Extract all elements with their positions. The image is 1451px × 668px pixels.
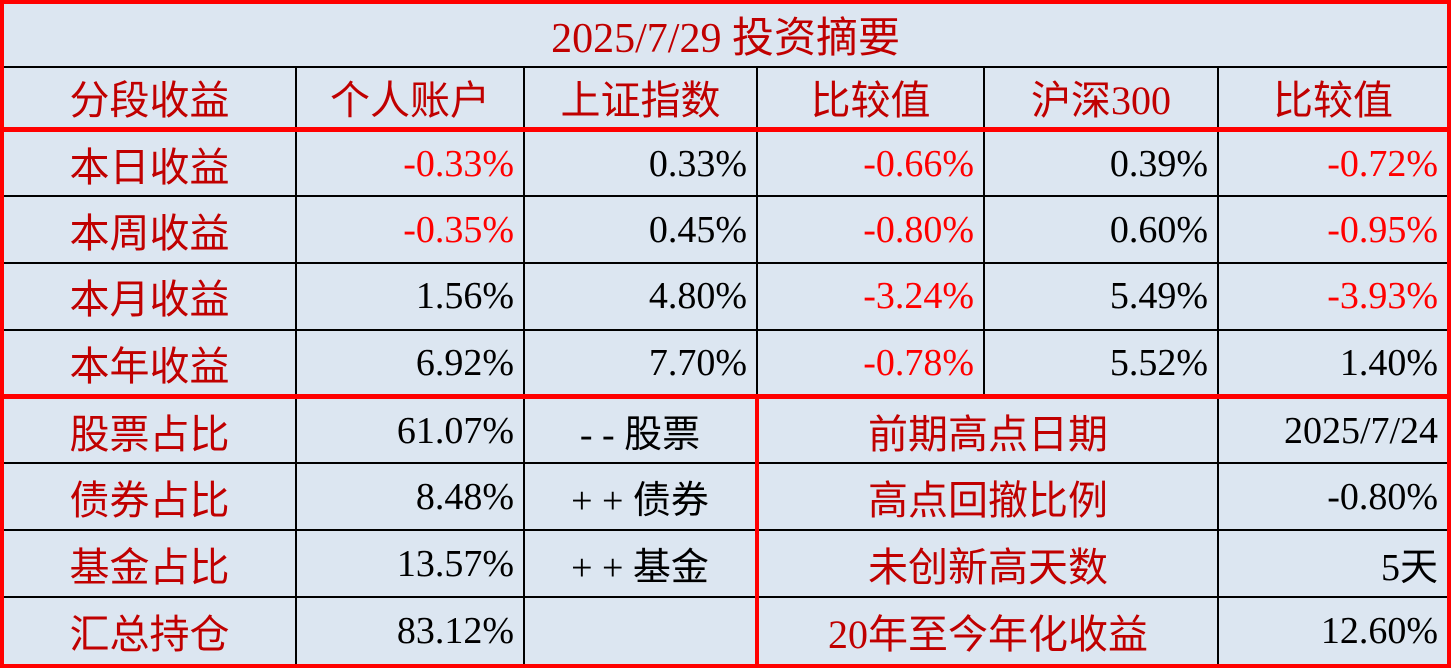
header-comparison-sse: 比较值 <box>756 65 985 132</box>
row-week-return: 本周收益 -0.35% 0.45% -0.80% 0.60% -0.95% <box>4 195 1448 265</box>
personal-value-cell: -0.33% <box>295 128 525 198</box>
sse-value-cell: 0.33% <box>523 128 758 198</box>
investment-summary-table: 2025/7/29 投资摘要 分段收益 个人账户 上证指数 比较值 沪深300 … <box>4 4 1448 664</box>
header-csi300: 沪深300 <box>983 65 1219 132</box>
row-label: 债券占比 <box>4 462 297 532</box>
row-year-return: 本年收益 6.92% 7.70% -0.78% 5.52% 1.40% <box>4 328 1448 400</box>
sse-diff-cell: -0.66% <box>756 128 985 198</box>
sse-value-cell: 0.45% <box>523 195 758 265</box>
csi300-diff-cell: -3.93% <box>1216 262 1448 331</box>
header-comparison-csi: 比较值 <box>1216 65 1448 132</box>
sse-diff-cell: -3.24% <box>756 262 985 331</box>
csi300-value-cell: 0.60% <box>983 195 1219 265</box>
row-label: 股票占比 <box>4 395 297 465</box>
header-segment-returns: 分段收益 <box>4 65 297 132</box>
csi300-value-cell: 0.39% <box>983 128 1219 198</box>
allocation-value-cell: 83.12% <box>295 596 525 664</box>
stat-value-cell: 5天 <box>1216 529 1448 599</box>
personal-value-cell: 1.56% <box>295 262 525 331</box>
stat-label-cell: 高点回撤比例 <box>755 462 1219 532</box>
signal-cell: + + 基金 <box>523 529 758 599</box>
row-total-position: 汇总持仓 83.12% 20年至今年化收益 12.60% <box>4 596 1448 664</box>
title-row: 2025/7/29 投资摘要 <box>4 4 1448 68</box>
row-label: 本月收益 <box>4 262 297 331</box>
signal-cell: - - 股票 <box>523 395 758 465</box>
row-label: 汇总持仓 <box>4 596 297 664</box>
allocation-value-cell: 8.48% <box>295 462 525 532</box>
row-month-return: 本月收益 1.56% 4.80% -3.24% 5.49% -3.93% <box>4 262 1448 331</box>
csi300-value-cell: 5.49% <box>983 262 1219 331</box>
sse-value-cell: 7.70% <box>523 328 758 400</box>
csi300-value-cell: 5.52% <box>983 328 1219 400</box>
row-label: 基金占比 <box>4 529 297 599</box>
page-title: 2025/7/29 投资摘要 <box>4 4 1448 68</box>
csi300-diff-cell: -0.72% <box>1216 128 1448 198</box>
header-row: 分段收益 个人账户 上证指数 比较值 沪深300 比较值 <box>4 65 1448 132</box>
row-stock-allocation: 股票占比 61.07% - - 股票 前期高点日期 2025/7/24 <box>4 395 1448 465</box>
allocation-value-cell: 61.07% <box>295 395 525 465</box>
allocation-value-cell: 13.57% <box>295 529 525 599</box>
stat-value-cell: 12.60% <box>1216 596 1448 664</box>
row-label: 本周收益 <box>4 195 297 265</box>
sse-value-cell: 4.80% <box>523 262 758 331</box>
header-personal-account: 个人账户 <box>295 65 525 132</box>
signal-cell: + + 债券 <box>523 462 758 532</box>
row-fund-allocation: 基金占比 13.57% + + 基金 未创新高天数 5天 <box>4 529 1448 599</box>
row-label: 本日收益 <box>4 128 297 198</box>
stat-label-cell: 前期高点日期 <box>755 395 1219 465</box>
header-sse-index: 上证指数 <box>523 65 758 132</box>
stat-label-cell: 20年至今年化收益 <box>755 596 1219 664</box>
row-today-return: 本日收益 -0.33% 0.33% -0.66% 0.39% -0.72% <box>4 128 1448 198</box>
sse-diff-cell: -0.78% <box>756 328 985 400</box>
stat-value-cell: 2025/7/24 <box>1216 395 1448 465</box>
row-label: 本年收益 <box>4 328 297 400</box>
csi300-diff-cell: -0.95% <box>1216 195 1448 265</box>
csi300-diff-cell: 1.40% <box>1216 328 1448 400</box>
signal-cell <box>523 596 758 664</box>
row-bond-allocation: 债券占比 8.48% + + 债券 高点回撤比例 -0.80% <box>4 462 1448 532</box>
personal-value-cell: -0.35% <box>295 195 525 265</box>
stat-value-cell: -0.80% <box>1216 462 1448 532</box>
sse-diff-cell: -0.80% <box>756 195 985 265</box>
stat-label-cell: 未创新高天数 <box>755 529 1219 599</box>
personal-value-cell: 6.92% <box>295 328 525 400</box>
